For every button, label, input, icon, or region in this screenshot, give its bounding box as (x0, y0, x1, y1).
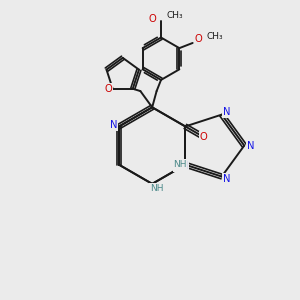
Text: CH₃: CH₃ (166, 11, 183, 20)
Text: NH: NH (173, 161, 188, 171)
Text: N: N (110, 120, 118, 130)
Text: N: N (247, 141, 254, 151)
Text: N: N (223, 174, 231, 184)
Text: O: O (149, 14, 157, 24)
Text: NH: NH (173, 160, 186, 169)
Text: O: O (199, 132, 207, 142)
Text: NH: NH (150, 184, 164, 193)
Text: O: O (195, 34, 203, 44)
Text: O: O (104, 84, 112, 94)
Text: N: N (223, 107, 231, 117)
Text: CH₃: CH₃ (207, 32, 224, 41)
